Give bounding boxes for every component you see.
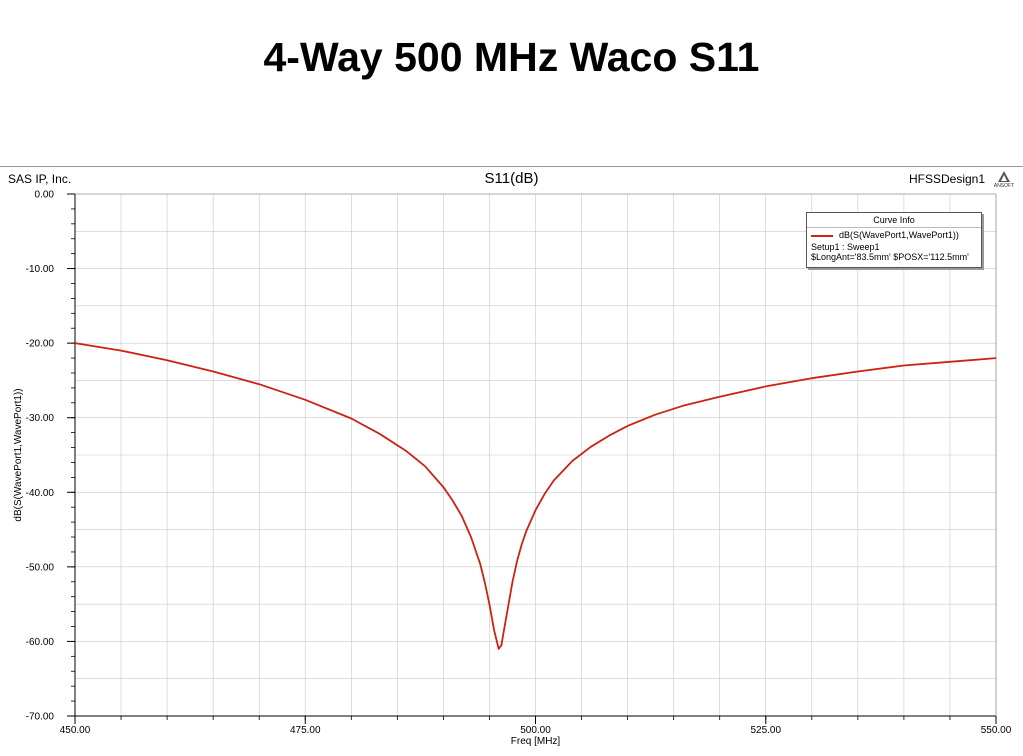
x-axis-label: Freq [MHz]	[511, 736, 561, 747]
ansoft-logo-icon: ANSOFT	[993, 170, 1015, 190]
chart: 0.00 -10.00 -20.00 -30.00 -40.00 -50.00 -60.00…	[13, 190, 1012, 748]
y-tick-label: -20.00	[26, 339, 55, 350]
y-tick-label: -60.00	[26, 637, 55, 648]
y-tick-label: 0.00	[35, 190, 55, 201]
x-tick-label: 550.00	[981, 725, 1012, 736]
design-name: HFSSDesign1	[908, 172, 985, 186]
legend-entry[interactable]: dB(S(WavePort1,WavePort1))	[807, 230, 981, 242]
series-line	[74, 342, 997, 650]
plot-title: S11(dB)	[484, 170, 539, 187]
company-label: SAS IP, Inc.	[8, 172, 72, 186]
y-tick-label: -70.00	[26, 712, 55, 723]
y-tick-label: -30.00	[26, 413, 55, 424]
plot-window: 0.00 -10.00 -20.00 -30.00 -40.00 -50.00 -60.00…	[0, 166, 1023, 756]
series-layer	[74, 342, 997, 650]
legend-trace-name: dB(S(WavePort1,WavePort1))	[839, 230, 959, 240]
legend[interactable]: Curve Info dB(S(WavePort1,WavePort1)) Se…	[806, 212, 982, 268]
x-tick-label: 525.00	[750, 725, 781, 736]
axis-layer: 0.00 -10.00 -20.00 -30.00 -40.00 -50.00 -60.00…	[26, 190, 1012, 737]
legend-swatch	[811, 235, 833, 237]
logo-text: ANSOFT	[993, 183, 1015, 189]
grid-layer	[74, 193, 997, 717]
legend-title: Curve Info	[807, 215, 981, 228]
x-tick-label: 450.00	[60, 725, 91, 736]
x-tick-label: 475.00	[290, 725, 321, 736]
legend-setup: Setup1 : Sweep1	[811, 242, 880, 252]
y-tick-label: -10.00	[26, 264, 55, 275]
x-tick-label: 500.00	[520, 725, 551, 736]
y-tick-label: -40.00	[26, 488, 55, 499]
slide-title: 4-Way 500 MHz Waco S11	[263, 34, 760, 80]
legend-params: $LongAnt='83.5mm' $POSX='112.5mm'	[811, 252, 969, 262]
y-axis-label: dB(S(WavePort1,WavePort1))	[13, 388, 24, 521]
y-tick-label: -50.00	[26, 562, 55, 573]
